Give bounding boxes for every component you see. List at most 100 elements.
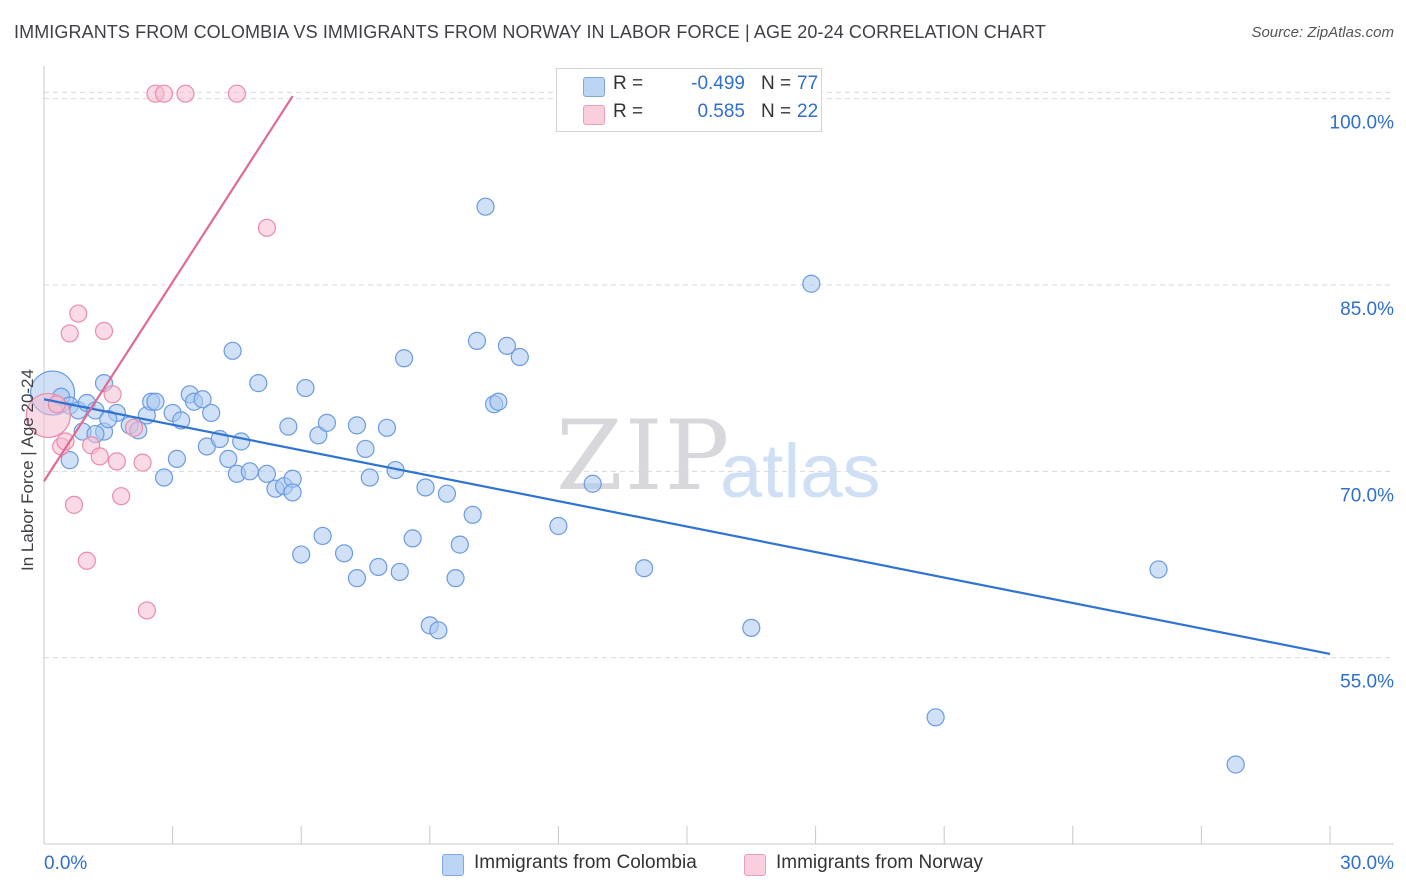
data-points [25,84,1245,774]
norway-point [124,418,144,437]
colombia-point [232,432,251,451]
colombia-trendline [43,398,1331,656]
norway-point [107,452,126,471]
y-axis-label: In Labor Force | Age 20-24 [18,369,37,571]
colombia-point [154,468,174,487]
colombia-point [60,451,79,470]
colombia-point [313,526,332,546]
colombia-point [223,341,242,360]
colombia-point [296,378,315,398]
colombia-point [356,439,375,459]
trendlines [43,95,1331,656]
colombia-point [416,478,435,497]
norway-point [77,551,96,570]
colombia-point [240,462,259,481]
chart-title: IMMIGRANTS FROM COLOMBIA VS IMMIGRANTS F… [14,22,1046,42]
colombia-point [450,535,469,554]
colombia-point [446,569,465,588]
norway-point [137,601,156,620]
x-tick-label-min: 0.0% [44,853,87,874]
grid-lines [44,91,1394,659]
colombia-point [583,474,602,493]
colombia-point [926,708,945,727]
colombia-point [309,426,328,445]
r-label: R = [613,73,644,94]
r-value: -0.499 [691,73,745,94]
colombia-swatch [583,77,605,97]
r-value: 0.585 [697,101,745,122]
series-legend: Immigrants from Colombia Immigrants from… [0,852,1406,878]
colombia-point [334,544,354,563]
colombia-point [369,557,388,577]
colombia-point [489,392,508,411]
norway-point [60,324,79,343]
colombia-point [437,484,457,503]
y-tick-label: 70.0% [1340,485,1394,506]
colombia-point [1226,755,1245,774]
y-tick-label: 100.0% [1330,113,1395,134]
colombia-point [802,274,821,293]
colombia-point [549,516,568,536]
colombia-point [463,505,482,524]
colombia-point [99,410,118,429]
y-tick-label: 55.0% [1340,672,1394,693]
norway-trendline [43,95,294,482]
colombia-point [360,468,379,487]
colombia-point [292,545,311,564]
norway-point [133,453,152,472]
norway-point [69,304,88,323]
watermark-zip: ZIP [556,400,732,512]
colombia-point [403,529,422,548]
colombia-point [742,618,761,637]
norway-point [227,84,246,103]
norway-point [112,487,131,506]
colombia-point [219,449,238,468]
colombia-point [249,374,268,393]
y-tick-label: 85.0% [1340,299,1394,320]
colombia-point [347,416,367,435]
colombia-point [146,392,165,411]
tick-labels: 55.0% 70.0% 85.0% 100.0% 0.0% 30.0% [44,113,1394,874]
colombia-point [510,347,529,367]
colombia-point [476,197,495,216]
norway-point [154,84,174,103]
colombia-point [467,331,487,350]
norway-point [90,447,109,466]
x-tick-label-max: 30.0% [1340,853,1394,874]
colombia-point [202,403,221,423]
colombia-point [347,569,367,588]
colombia-point [497,336,517,355]
norway-point [64,495,84,514]
n-label: N = [761,73,792,94]
colombia-point [394,349,414,368]
colombia-point [279,417,298,436]
source-label: Source: ZipAtlas.com [1251,24,1394,41]
correlation-legend: R = -0.499 N = 77 R = 0.585 N = 22 [556,68,822,132]
n-value: 22 [797,101,819,122]
legend-label: Immigrants from Colombia [474,852,697,873]
colombia-point [1149,560,1168,579]
r-label: R = [613,101,644,122]
colombia-point [257,464,277,483]
colombia-swatch [442,854,464,876]
colombia-point [283,483,302,502]
colombia-point [377,418,397,437]
norway-swatch [744,854,766,876]
colombia-point [167,449,186,468]
legend-label: Immigrants from Norway [776,852,983,873]
norway-point [94,321,114,341]
colombia-point [429,621,448,640]
n-label: N = [761,101,792,122]
axes [43,66,1394,845]
norway-point [257,218,277,237]
n-value: 77 [797,73,819,94]
colombia-point [317,413,337,432]
colombia-point [193,390,212,409]
norway-point [47,395,66,414]
colombia-point [390,562,409,582]
norway-point [176,84,195,103]
colombia-point [635,559,654,578]
norway-swatch [583,105,605,125]
norway-point [103,385,122,404]
